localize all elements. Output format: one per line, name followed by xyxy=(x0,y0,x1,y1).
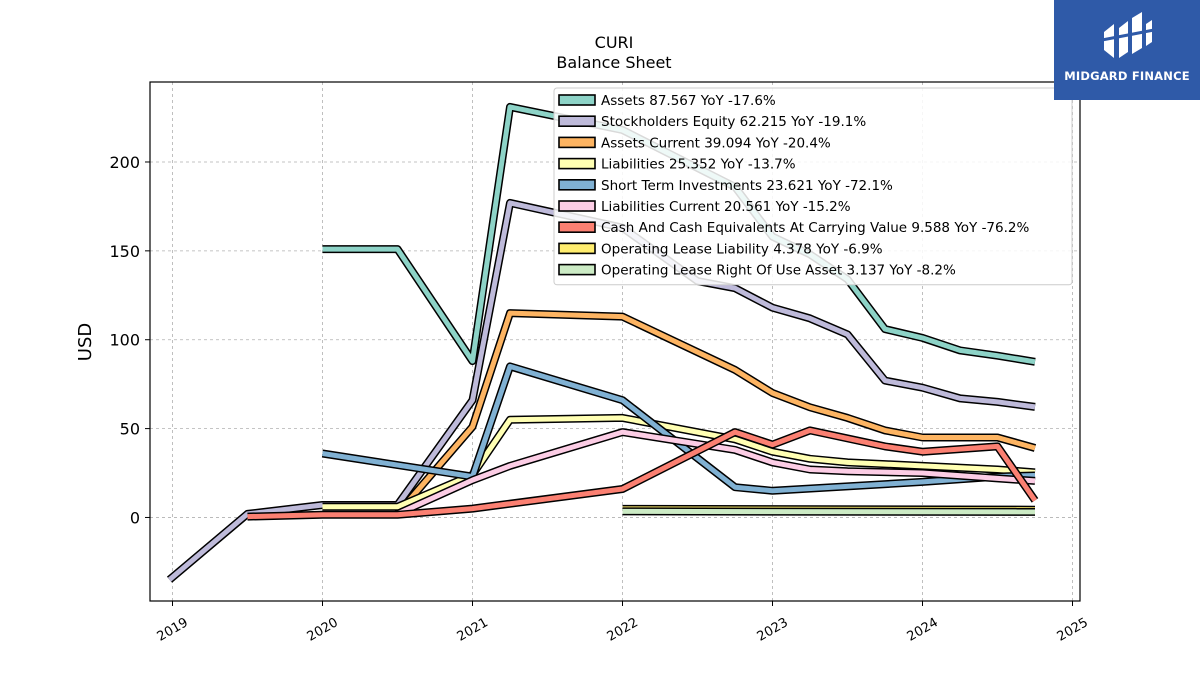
legend-entry: Operating Lease Right Of Use Asset 3.137… xyxy=(601,263,956,279)
series-line xyxy=(247,427,1038,520)
chart-subtitle: Balance Sheet xyxy=(556,53,671,72)
series-5 xyxy=(395,428,1036,518)
series-line xyxy=(395,310,1036,516)
brand-logo: MIDGARD FINANCE xyxy=(1054,0,1200,100)
y-tick-label: 0 xyxy=(130,508,140,527)
legend-swatch xyxy=(558,263,596,276)
x-tick-label: 2020 xyxy=(305,615,341,645)
y-axis-ticks: 0 50 100 150 200 xyxy=(109,153,150,527)
x-tick-label: 2024 xyxy=(905,615,941,645)
x-tick-label: 2023 xyxy=(755,615,791,645)
legend-frame xyxy=(553,87,1073,286)
series-8 xyxy=(622,507,1036,516)
series-2 xyxy=(394,309,1037,517)
legend-swatch xyxy=(558,200,596,212)
plot-frame xyxy=(149,81,1081,602)
x-tick-label: 2025 xyxy=(1055,615,1091,645)
x-tick-label: 2022 xyxy=(605,615,641,645)
legend-swatch xyxy=(558,179,596,191)
legend: Assets 87.567 YoY -17.6% Stockholders Equ… xyxy=(553,87,1073,286)
logo-mark-icon xyxy=(1101,12,1155,58)
legend-swatch xyxy=(558,242,596,255)
y-tick-label: 150 xyxy=(109,242,140,261)
legend-entry: Stockholders Equity 62.215 YoY -19.1% xyxy=(601,114,866,130)
legend-entry: Operating Lease Liability 4.378 YoY -6.9… xyxy=(601,241,883,257)
legend-entry: Liabilities 25.352 YoY -13.7% xyxy=(601,157,796,173)
x-axis-ticks: 2019 2020 2021 2022 2023 2024 2025 xyxy=(155,601,1091,645)
series-6 xyxy=(247,426,1039,521)
x-tick-label: 2021 xyxy=(455,615,491,645)
y-tick-label: 200 xyxy=(109,153,140,172)
legend-entry: Liabilities Current 20.561 YoY -15.2% xyxy=(601,199,851,215)
legend-swatch xyxy=(558,221,596,233)
legend-swatch xyxy=(558,157,596,170)
legend-entry: Assets Current 39.094 YoY -20.4% xyxy=(601,135,831,151)
series-layer xyxy=(166,102,1039,583)
y-tick-label: 50 xyxy=(120,420,140,439)
legend-swatch xyxy=(558,94,596,106)
chart-title: CURI xyxy=(595,33,634,52)
y-axis-label: USD xyxy=(75,323,96,361)
y-tick-label: 100 xyxy=(109,331,140,350)
series-line xyxy=(396,429,1036,517)
series-line xyxy=(622,508,1036,515)
x-tick-label: 2019 xyxy=(155,615,191,645)
legend-swatch xyxy=(558,136,596,149)
legend-swatch xyxy=(558,115,596,127)
brand-name: MIDGARD FINANCE xyxy=(1064,69,1190,83)
legend-entry: Short Term Investments 23.621 YoY -72.1% xyxy=(601,178,893,194)
legend-entry: Cash And Cash Equivalents At Carrying Va… xyxy=(601,220,1029,236)
legend-entry: Assets 87.567 YoY -17.6% xyxy=(601,93,776,109)
